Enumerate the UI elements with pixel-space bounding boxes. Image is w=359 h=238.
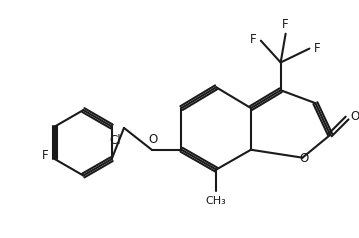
Text: O: O	[148, 133, 157, 146]
Text: F: F	[42, 149, 48, 162]
Text: F: F	[250, 33, 256, 46]
Text: F: F	[282, 18, 289, 31]
Text: Cl: Cl	[110, 134, 121, 147]
Text: CH₃: CH₃	[206, 196, 227, 206]
Text: O: O	[350, 109, 359, 123]
Text: O: O	[300, 152, 309, 165]
Text: F: F	[314, 42, 321, 55]
